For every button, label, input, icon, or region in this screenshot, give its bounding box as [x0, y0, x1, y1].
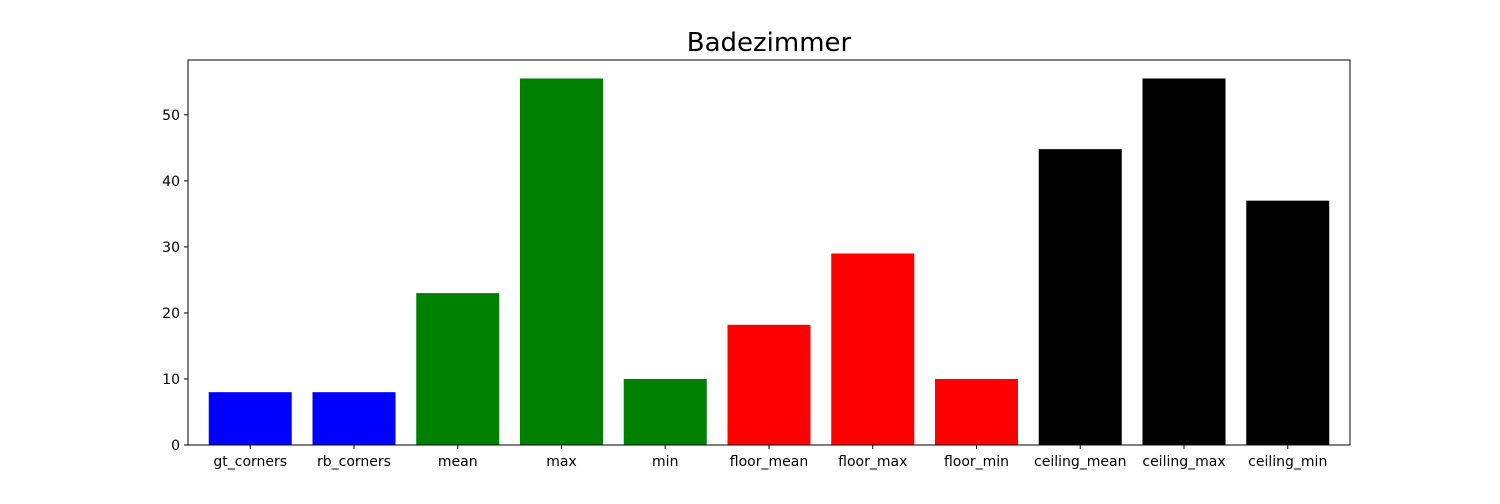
y-tick-label: 10 [162, 372, 180, 388]
chart-title: Badezimmer [687, 28, 852, 58]
bar-mean [416, 293, 500, 445]
bar-floor-max [831, 253, 915, 445]
x-tick-label: floor_max [838, 454, 907, 470]
bar-gt-corners [208, 392, 292, 445]
bar-ceiling-min [1246, 200, 1330, 445]
bar-max [520, 78, 603, 445]
x-axis: gt_corners rb_corners mean max min floor_mean… [213, 445, 1327, 470]
y-tick-label: 0 [171, 438, 180, 454]
y-tick-label: 40 [162, 174, 180, 190]
y-tick-label: 30 [162, 240, 180, 256]
x-tick-label: ceiling_min [1248, 454, 1327, 470]
x-tick-label: rb_corners [317, 454, 391, 470]
x-tick-label: min [652, 454, 678, 470]
y-tick-label: 50 [162, 108, 180, 124]
bar-rb-corners [312, 392, 396, 445]
plot-frame [187, 59, 1351, 446]
x-tick-label: mean [438, 454, 478, 470]
bar-floor-mean [727, 324, 811, 445]
bar-ceiling-mean [1038, 149, 1122, 445]
bars-group [208, 78, 1330, 445]
bar-ceiling-max [1142, 78, 1226, 445]
y-axis: 0 10 20 30 40 50 [162, 108, 188, 454]
bar-floor-min [935, 378, 1018, 445]
x-tick-label: ceiling_mean [1034, 454, 1126, 470]
x-tick-label: gt_corners [213, 454, 287, 470]
bar-min [623, 378, 707, 445]
x-tick-label: floor_min [944, 454, 1009, 470]
x-tick-label: max [546, 454, 577, 470]
x-tick-label: ceiling_max [1142, 454, 1225, 470]
x-tick-label: floor_mean [730, 454, 808, 470]
y-tick-label: 20 [162, 306, 180, 322]
